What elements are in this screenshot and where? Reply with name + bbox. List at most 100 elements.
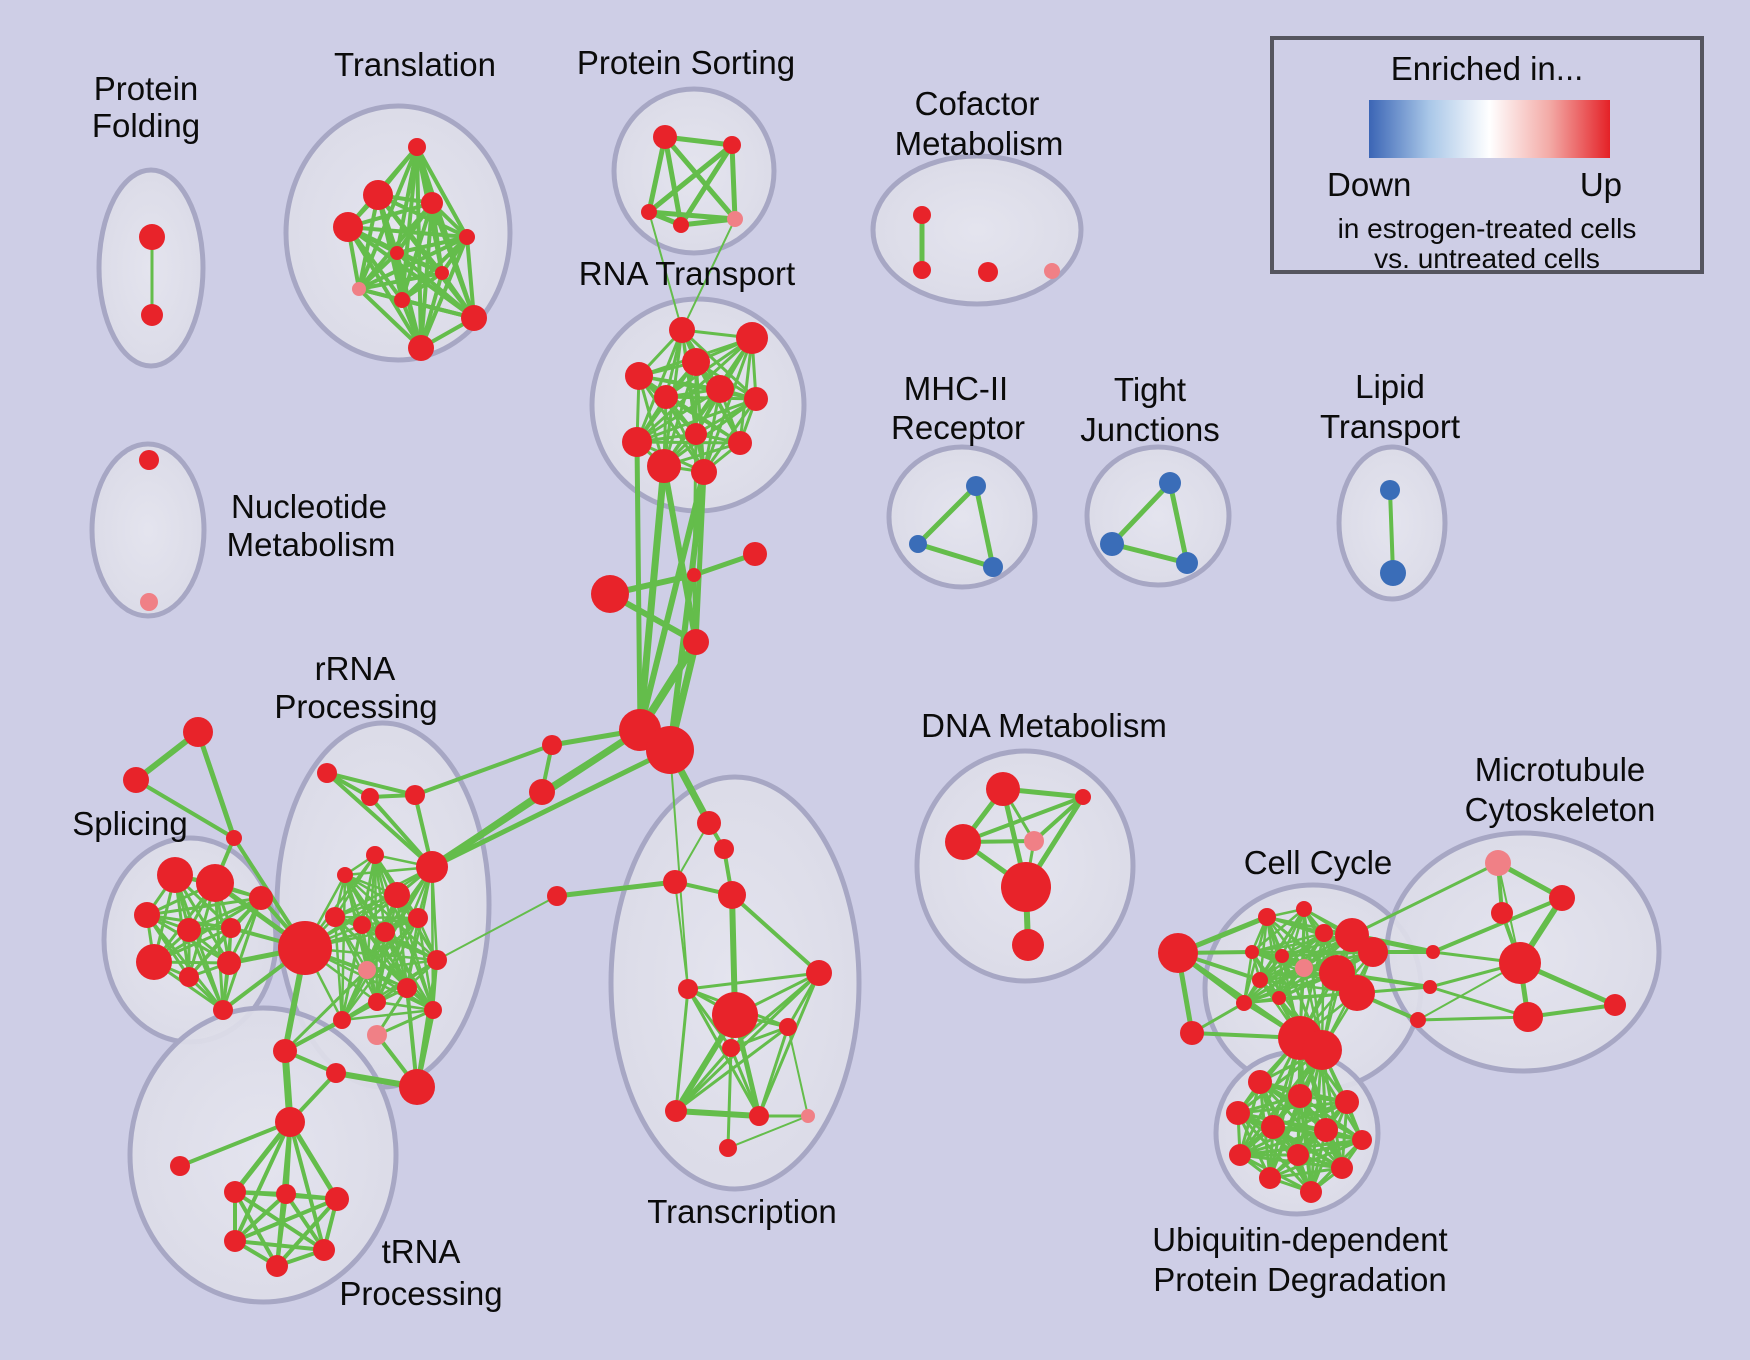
gene-set-node-34[interactable]	[647, 449, 681, 483]
gene-set-node-139[interactable]	[1513, 1002, 1543, 1032]
gene-set-node-47[interactable]	[1159, 472, 1181, 494]
gene-set-node-108[interactable]	[719, 1139, 737, 1157]
edge-105-106[interactable]	[673, 1108, 762, 1119]
gene-set-node-128[interactable]	[1236, 995, 1252, 1011]
gene-set-node-127[interactable]	[1272, 991, 1286, 1005]
clique-4-edge-65-67[interactable]	[325, 771, 417, 797]
gene-set-node-36[interactable]	[687, 568, 701, 582]
gene-set-node-33[interactable]	[728, 431, 752, 455]
gene-set-node-96[interactable]	[714, 839, 734, 859]
gene-set-node-97[interactable]	[663, 870, 687, 894]
clique-3-edge-60-61[interactable]	[152, 896, 263, 964]
gene-set-node-60[interactable]	[249, 886, 273, 910]
clique-0-edge-2-10[interactable]	[400, 145, 419, 302]
gene-set-node-2[interactable]	[408, 138, 426, 156]
clique-2-edge-27-30[interactable]	[637, 374, 758, 401]
clique-8-edge-123-128[interactable]	[1242, 950, 1375, 1005]
gene-set-node-45[interactable]	[909, 535, 927, 553]
gene-set-node-5[interactable]	[333, 212, 363, 242]
gene-set-node-142[interactable]	[1288, 1084, 1312, 1108]
gene-set-node-69[interactable]	[337, 867, 353, 883]
gene-set-node-15[interactable]	[641, 204, 657, 220]
clique-5-edge-74-81[interactable]	[360, 923, 435, 1012]
gene-set-node-37[interactable]	[743, 542, 767, 566]
gene-set-node-31[interactable]	[685, 423, 707, 445]
edge-47-49[interactable]	[1167, 480, 1190, 566]
clique-7-edge-102-105[interactable]	[674, 1025, 790, 1113]
clique-0-edge-8-9[interactable]	[357, 271, 444, 291]
clique-5-edge-81-82[interactable]	[340, 1008, 435, 1022]
gene-set-node-106[interactable]	[749, 1106, 769, 1126]
clique-8-edge-124-128[interactable]	[1242, 966, 1306, 1005]
gene-set-node-50[interactable]	[1380, 480, 1400, 500]
gene-set-node-1[interactable]	[141, 304, 163, 326]
gene-set-node-91[interactable]	[325, 1187, 349, 1211]
gene-set-node-119[interactable]	[1245, 945, 1259, 959]
gene-set-node-121[interactable]	[1315, 924, 1333, 942]
clique-0-edge-5-12[interactable]	[346, 225, 423, 350]
edge-17-24[interactable]	[681, 218, 736, 331]
gene-set-node-22[interactable]	[139, 450, 159, 470]
gene-set-node-89[interactable]	[224, 1181, 246, 1203]
clique-5-edge-74-82[interactable]	[340, 923, 364, 1022]
gene-set-node-41[interactable]	[646, 726, 694, 774]
gene-set-node-0[interactable]	[139, 224, 165, 250]
gene-set-node-17[interactable]	[727, 211, 743, 227]
gene-set-node-90[interactable]	[276, 1184, 296, 1204]
gene-set-node-6[interactable]	[459, 229, 475, 245]
clique-2-edge-29-33[interactable]	[664, 395, 742, 445]
edge-107-108[interactable]	[727, 1115, 809, 1149]
gene-set-node-13[interactable]	[653, 125, 677, 149]
gene-set-node-123[interactable]	[1358, 937, 1388, 967]
gene-set-node-24[interactable]	[669, 317, 695, 343]
gene-set-node-48[interactable]	[1100, 532, 1124, 556]
edge-70-41[interactable]	[429, 747, 673, 870]
clique-1-edge-14-17[interactable]	[729, 142, 738, 222]
clique-3-edge-58-60[interactable]	[187, 896, 263, 932]
gene-set-node-64[interactable]	[213, 1000, 233, 1020]
gene-set-node-126[interactable]	[1252, 972, 1268, 988]
clique-0-edge-2-9[interactable]	[357, 145, 419, 291]
gene-set-node-30[interactable]	[744, 387, 768, 411]
gene-set-node-16[interactable]	[673, 217, 689, 233]
gene-set-node-115[interactable]	[1158, 933, 1198, 973]
clique-7-edge-102-106[interactable]	[757, 1025, 790, 1118]
gene-set-node-102[interactable]	[779, 1018, 797, 1036]
clique-2-edge-30-35[interactable]	[702, 397, 758, 474]
gene-set-node-118[interactable]	[1296, 901, 1312, 917]
gene-set-node-66[interactable]	[361, 788, 379, 806]
gene-set-node-7[interactable]	[390, 246, 404, 260]
edge-87-88[interactable]	[178, 1120, 292, 1168]
gene-set-node-111[interactable]	[945, 824, 981, 860]
gene-set-node-107[interactable]	[801, 1109, 815, 1123]
gene-set-node-63[interactable]	[217, 951, 241, 975]
edge-35-41[interactable]	[667, 469, 707, 753]
edge-99-78[interactable]	[436, 895, 558, 961]
gene-set-node-141[interactable]	[1248, 1070, 1272, 1094]
edge-53-54[interactable]	[134, 778, 236, 840]
gene-set-node-99[interactable]	[547, 886, 567, 906]
gene-set-node-73[interactable]	[325, 907, 345, 927]
gene-set-node-132[interactable]	[1426, 945, 1440, 959]
gene-set-node-71[interactable]	[384, 882, 410, 908]
clique-8-edge-128-129[interactable]	[1242, 991, 1359, 1005]
gene-set-node-84[interactable]	[326, 1063, 346, 1083]
gene-set-node-143[interactable]	[1335, 1090, 1359, 1114]
clique-5-edge-71-81[interactable]	[395, 893, 435, 1012]
clique-2-edge-24-30[interactable]	[680, 328, 758, 401]
clique-3-edge-60-64[interactable]	[221, 896, 263, 1012]
edge-86-78[interactable]	[415, 958, 439, 1089]
gene-set-node-85[interactable]	[367, 1025, 387, 1045]
gene-set-node-67[interactable]	[405, 785, 425, 805]
clique-5-edge-75-81[interactable]	[383, 930, 435, 1012]
edge-110-112[interactable]	[1032, 795, 1085, 843]
gene-set-node-146[interactable]	[1314, 1118, 1338, 1142]
clique-0-edge-6-11[interactable]	[465, 235, 476, 320]
gene-set-node-77[interactable]	[358, 961, 376, 979]
edge-132-136[interactable]	[1431, 896, 1564, 954]
clique-1-edge-13-15[interactable]	[646, 134, 668, 215]
gene-set-node-55[interactable]	[157, 857, 193, 893]
gene-set-node-62[interactable]	[179, 967, 199, 987]
edge-50-51[interactable]	[1388, 488, 1395, 575]
edge-15-24[interactable]	[648, 211, 683, 331]
